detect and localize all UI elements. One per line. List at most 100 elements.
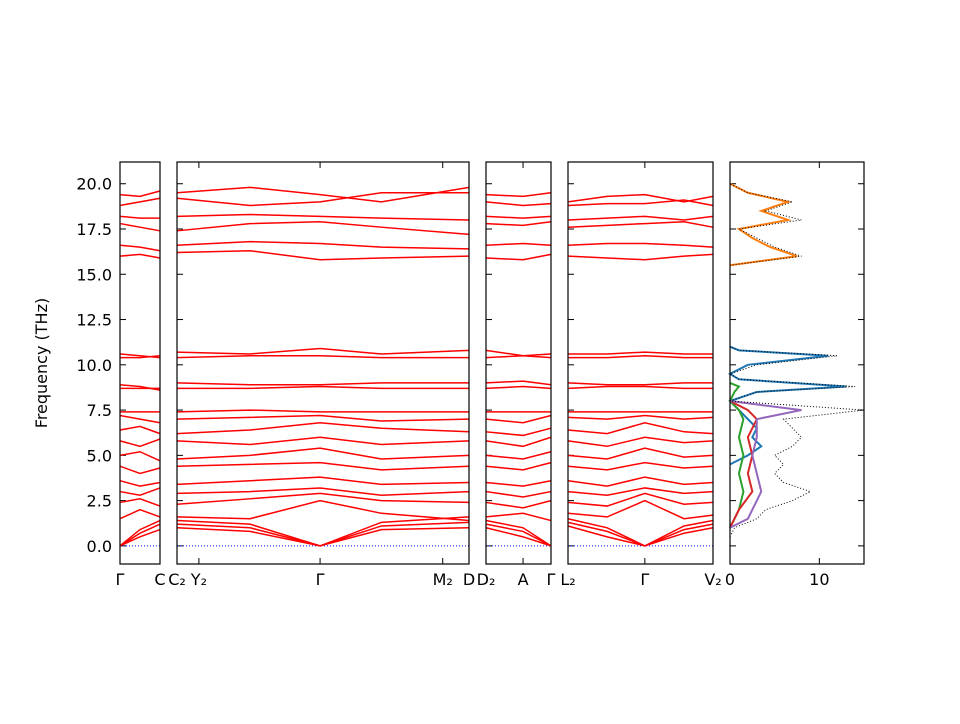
band [485,201,552,207]
y-tick-label: 5.0 [87,446,112,465]
x-tick-label: C₂ [168,570,186,589]
band [176,355,469,359]
band [568,355,713,359]
panel-frame [485,161,552,565]
band [485,523,552,547]
band [567,221,714,228]
band [485,499,552,509]
band [485,215,552,219]
band [120,355,161,359]
band [485,451,552,460]
band [567,521,714,547]
band [119,519,161,547]
x-tick-label: Γ [316,570,325,589]
band [119,197,161,207]
band [119,253,161,259]
band [485,461,552,471]
y-tick-label: 17.5 [76,220,112,239]
band [119,487,161,496]
band [485,349,552,357]
band [176,422,470,435]
band [567,385,713,390]
x-tick-label: Γ [116,570,125,589]
band [176,492,470,505]
band [485,527,552,547]
band [567,461,714,471]
band [176,414,470,422]
band [567,382,713,386]
band [567,492,714,507]
band [176,521,470,547]
x-tick-label: 10 [809,570,829,589]
band [176,527,470,547]
dos-curve [729,182,798,267]
band [176,192,469,207]
panel-frame [176,161,470,565]
y-tick-label: 2.5 [87,492,112,511]
band [567,242,714,248]
x-tick-label: M₂ [433,570,453,589]
band [176,221,470,236]
band [176,476,470,486]
band [119,523,161,547]
band [485,414,552,424]
panel-frame [567,161,714,565]
band [485,436,552,448]
band [119,383,161,391]
band [485,242,552,247]
band [119,190,161,198]
band [485,221,552,227]
band [119,508,161,520]
y-tick-label: 7.5 [87,401,112,420]
band [567,447,714,460]
band [485,380,552,386]
x-tick-label: L₂ [560,570,575,589]
band [567,476,714,487]
band [567,487,714,496]
dos-curve [727,345,847,466]
band [567,499,714,520]
band [567,436,714,448]
band [485,385,552,390]
band [119,528,161,547]
band [176,382,469,386]
y-tick-label: 10.0 [76,356,112,375]
band [119,425,161,435]
x-tick-label: 0 [725,570,735,589]
band [119,414,161,424]
y-tick-label: 0.0 [87,537,112,556]
x-tick-label: C [154,570,165,589]
band [176,487,470,496]
band [567,193,714,203]
band [177,385,469,390]
panel-frame [119,161,161,565]
x-tick-label: D₂ [477,570,496,589]
band [485,427,552,437]
band [176,347,470,355]
band [119,438,161,448]
band [485,490,552,498]
band [176,186,470,203]
band [176,409,469,413]
x-tick-label: Γ [547,570,556,589]
band [119,222,161,232]
band [176,213,470,221]
band [485,519,552,547]
y-tick-label: 12.5 [76,311,112,330]
band [485,355,552,359]
dos-curve [728,381,745,529]
band [119,498,161,507]
band [485,192,552,198]
band [485,253,552,261]
x-tick-label: Y₂ [190,570,207,589]
x-tick-label: V₂ [704,570,721,589]
band [119,244,161,252]
band [567,215,714,221]
band [485,479,552,487]
y-tick-label: 20.0 [76,175,112,194]
band [119,465,161,475]
band [567,421,714,435]
band [119,215,160,219]
band [176,461,470,471]
